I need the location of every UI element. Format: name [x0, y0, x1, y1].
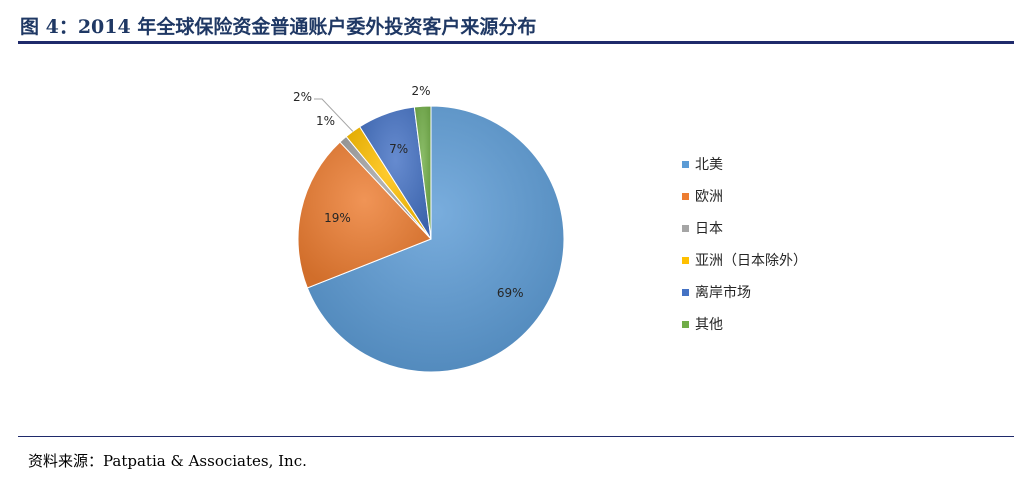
pie-data-label-3: 2% — [293, 90, 312, 104]
legend-label-4: 离岸市场 — [695, 285, 751, 301]
legend-label-0: 北美 — [695, 157, 723, 173]
title-divider — [18, 41, 1014, 44]
pie-slice-5 — [413, 105, 432, 240]
pie-chart: 69% 19% 1% 2% 7% 2% 北美欧洲日本亚洲（日本除外） 离岸市场其他 — [0, 48, 1032, 428]
legend-swatch-3 — [682, 256, 689, 264]
legend-item-0: 北美 — [682, 148, 807, 180]
legend-swatch-2 — [682, 224, 689, 232]
figure-title: 图 4：2014 年全球保险资金普通账户委外投资客户来源分布 — [20, 16, 537, 38]
legend-swatch-1 — [682, 192, 689, 200]
chart-legend: 北美欧洲日本亚洲（日本除外） 离岸市场其他 — [682, 148, 807, 340]
legend-item-3: 亚洲（日本除外） — [682, 244, 807, 276]
pie-chart-svg: 69% 19% 1% 2% 7% 2% — [293, 84, 565, 373]
pie-data-label-2: 1% — [316, 114, 335, 128]
legend-swatch-0 — [682, 160, 689, 168]
legend-label-5: 其他 — [695, 317, 723, 333]
footer-divider — [18, 436, 1014, 437]
legend-swatch-5 — [682, 320, 689, 328]
legend-label-1: 欧洲 — [695, 189, 723, 205]
pie-data-label-0: 69% — [497, 286, 524, 300]
legend-item-5: 其他 — [682, 308, 807, 340]
legend-item-2: 日本 — [682, 212, 807, 244]
pie-slice-1 — [297, 141, 432, 289]
pie-data-label-5: 2% — [411, 84, 430, 98]
pie-data-label-1: 19% — [324, 211, 351, 225]
legend-label-3: 亚洲（日本除外） — [695, 253, 807, 269]
pie-data-label-4: 7% — [389, 142, 408, 156]
leader-line-3 — [314, 98, 354, 132]
source-note: 资料来源：Patpatia & Associates, Inc. — [28, 452, 307, 470]
pie-slice-0 — [306, 105, 565, 373]
legend-item-4: 离岸市场 — [682, 276, 807, 308]
legend-item-1: 欧洲 — [682, 180, 807, 212]
legend-swatch-4 — [682, 288, 689, 296]
legend-label-2: 日本 — [695, 221, 723, 237]
